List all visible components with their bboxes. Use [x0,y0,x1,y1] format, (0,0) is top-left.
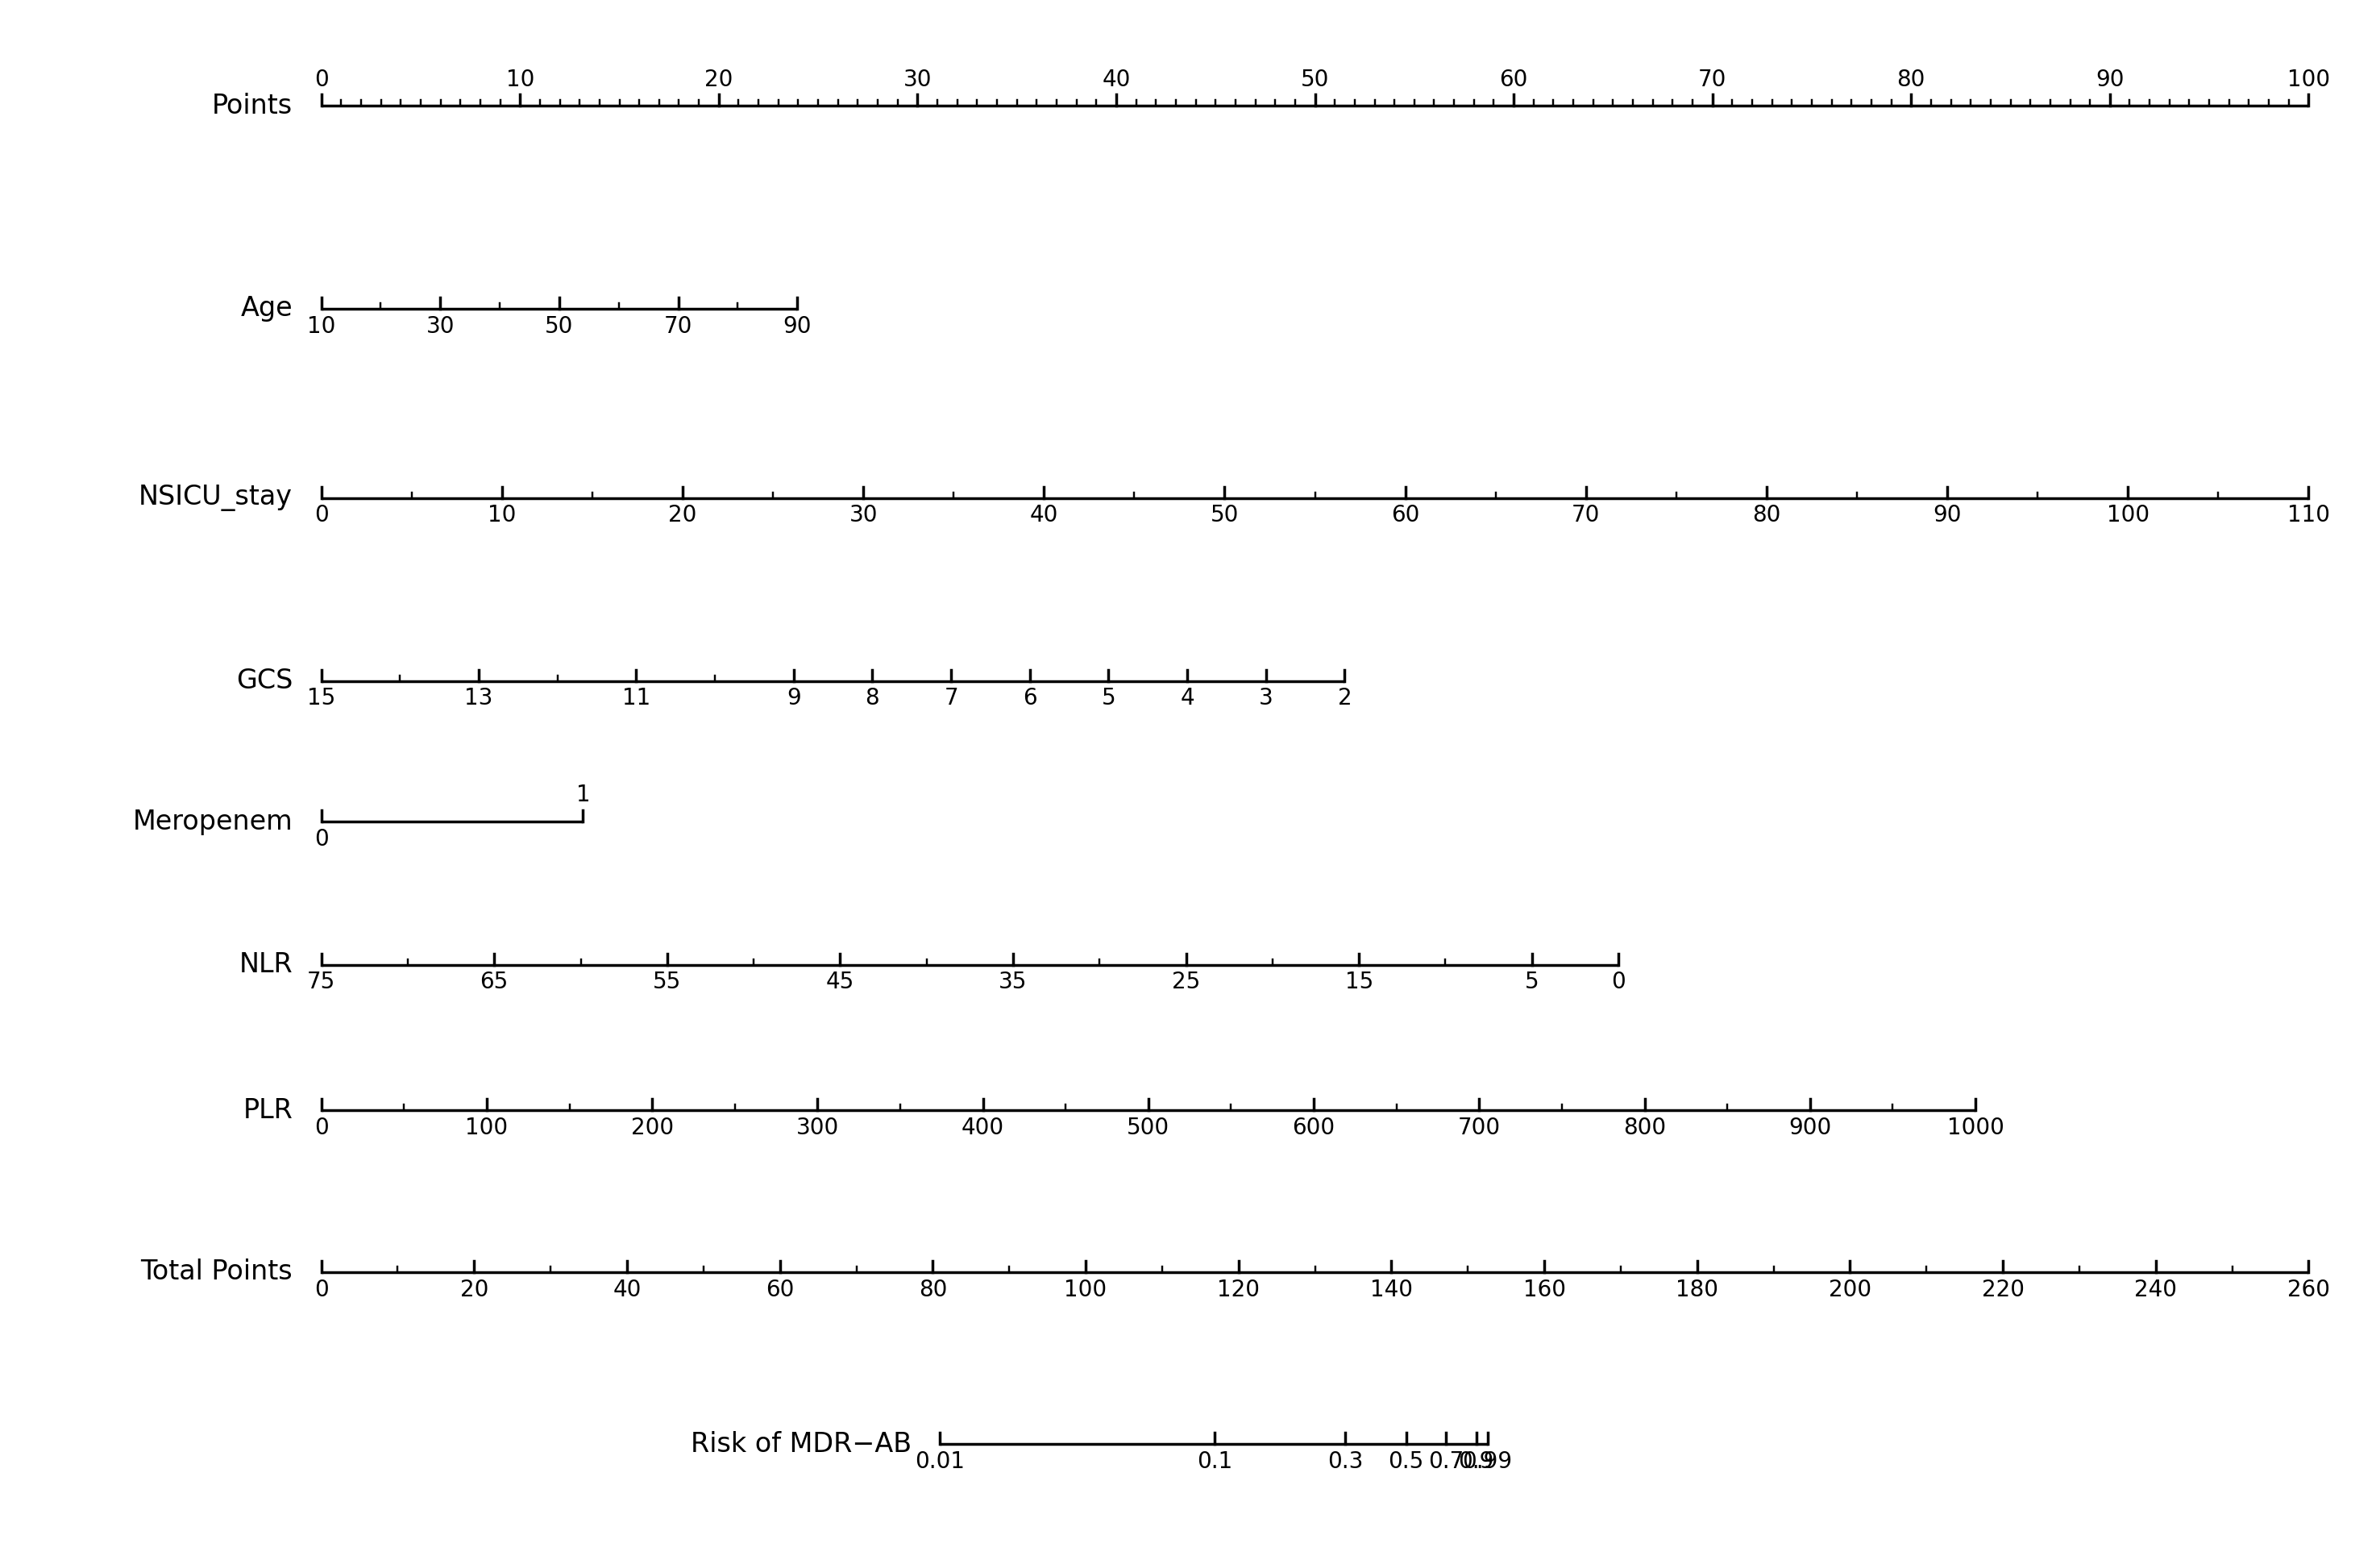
Text: 70: 70 [1699,68,1726,90]
Text: 45: 45 [826,971,854,994]
Text: 11: 11 [621,688,650,710]
Text: 70: 70 [664,314,693,338]
Text: 30: 30 [850,504,878,527]
Text: 50: 50 [545,314,574,338]
Text: 0.5: 0.5 [1388,1450,1423,1474]
Text: 0: 0 [314,68,328,90]
Text: 0.7: 0.7 [1428,1450,1464,1474]
Text: 30: 30 [426,314,455,338]
Text: 140: 140 [1371,1279,1414,1301]
Text: 0.99: 0.99 [1461,1450,1514,1474]
Text: 20: 20 [704,68,733,90]
Text: 40: 40 [1102,68,1130,90]
Text: 0: 0 [314,504,328,527]
Text: 0.01: 0.01 [916,1450,964,1474]
Text: 20: 20 [459,1279,488,1301]
Text: Total Points: Total Points [140,1259,293,1285]
Text: GCS: GCS [236,668,293,694]
Text: 100: 100 [2106,504,2149,527]
Text: 10: 10 [307,314,336,338]
Text: 3: 3 [1259,688,1273,710]
Text: 70: 70 [1571,504,1599,527]
Text: 260: 260 [2287,1279,2330,1301]
Text: 900: 900 [1787,1117,1833,1139]
Text: 0: 0 [314,1117,328,1139]
Text: 0.3: 0.3 [1328,1450,1364,1474]
Text: 5: 5 [1526,971,1540,994]
Text: 400: 400 [962,1117,1004,1139]
Text: 120: 120 [1216,1279,1259,1301]
Text: 50: 50 [1211,504,1240,527]
Text: 80: 80 [1752,504,1780,527]
Text: 2: 2 [1338,688,1352,710]
Text: 60: 60 [1390,504,1418,527]
Text: 15: 15 [1345,971,1373,994]
Text: 15: 15 [307,688,336,710]
Text: 35: 35 [1000,971,1028,994]
Text: 20: 20 [669,504,697,527]
Text: 600: 600 [1292,1117,1335,1139]
Text: 10: 10 [507,68,533,90]
Text: Points: Points [212,92,293,120]
Text: 30: 30 [902,68,933,90]
Text: 0.1: 0.1 [1197,1450,1233,1474]
Text: 100: 100 [2287,68,2330,90]
Text: 300: 300 [795,1117,840,1139]
Text: 40: 40 [1031,504,1059,527]
Text: 0: 0 [1611,971,1626,994]
Text: 4: 4 [1180,688,1195,710]
Text: 0.9: 0.9 [1459,1450,1495,1474]
Text: 65: 65 [481,971,509,994]
Text: 90: 90 [783,314,812,338]
Text: 110: 110 [2287,504,2330,527]
Text: 9: 9 [785,688,800,710]
Text: 240: 240 [2135,1279,2178,1301]
Text: 700: 700 [1459,1117,1499,1139]
Text: 40: 40 [612,1279,640,1301]
Text: Meropenem: Meropenem [133,808,293,836]
Text: 5: 5 [1102,688,1116,710]
Text: 6: 6 [1023,688,1038,710]
Text: 500: 500 [1128,1117,1169,1139]
Text: 90: 90 [1933,504,1961,527]
Text: 100: 100 [1064,1279,1107,1301]
Text: 220: 220 [1983,1279,2025,1301]
Text: 200: 200 [631,1117,674,1139]
Text: 50: 50 [1302,68,1328,90]
Text: 200: 200 [1828,1279,1871,1301]
Text: NLR: NLR [238,951,293,979]
Text: 13: 13 [464,688,493,710]
Text: Risk of MDR−AB: Risk of MDR−AB [690,1430,912,1458]
Text: 25: 25 [1171,971,1200,994]
Text: 55: 55 [652,971,681,994]
Text: 60: 60 [1499,68,1528,90]
Text: 75: 75 [307,971,336,994]
Text: 1: 1 [576,784,590,806]
Text: Age: Age [240,296,293,322]
Text: 60: 60 [766,1279,795,1301]
Text: 0: 0 [314,1279,328,1301]
Text: 160: 160 [1523,1279,1566,1301]
Text: 0: 0 [314,828,328,851]
Text: PLR: PLR [243,1097,293,1123]
Text: 80: 80 [1897,68,1925,90]
Text: NSICU_stay: NSICU_stay [138,484,293,512]
Text: 90: 90 [2094,68,2125,90]
Text: 80: 80 [919,1279,947,1301]
Text: 100: 100 [466,1117,507,1139]
Text: 10: 10 [488,504,516,527]
Text: 800: 800 [1623,1117,1666,1139]
Text: 1000: 1000 [1947,1117,2004,1139]
Text: 7: 7 [945,688,959,710]
Text: 8: 8 [866,688,881,710]
Text: 180: 180 [1676,1279,1718,1301]
